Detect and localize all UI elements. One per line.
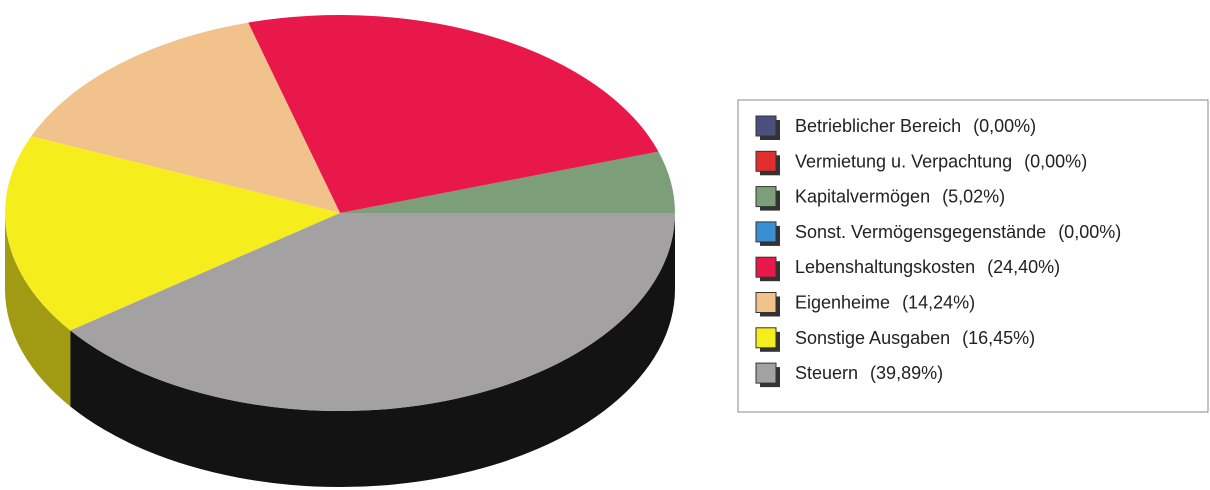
legend-entry: Kapitalvermögen (5,02%) <box>795 186 1005 206</box>
pie-slice <box>70 213 676 411</box>
legend-name: Betrieblicher Bereich <box>795 116 961 136</box>
legend-entry: Steuern (39,89%) <box>795 363 943 383</box>
legend-value: (0,00%) <box>1024 151 1087 171</box>
legend-value: (0,00%) <box>973 116 1036 136</box>
legend-name: Sonstige Ausgaben <box>795 328 950 348</box>
pie <box>5 14 676 488</box>
pie-slice <box>340 151 675 213</box>
legend-swatch <box>755 115 777 137</box>
legend-swatch <box>755 186 777 208</box>
pie-slice <box>248 14 659 214</box>
legend-value: (16,45%) <box>962 328 1035 348</box>
legend-name: Eigenheime <box>795 292 890 312</box>
legend-name: Sonst. Vermögensgegenstände <box>795 222 1046 242</box>
legend-value: (14,24%) <box>902 292 975 312</box>
legend-value: (24,40%) <box>987 257 1060 277</box>
pie-slice <box>5 136 341 331</box>
legend-value: (0,00%) <box>1058 222 1121 242</box>
legend-entry: Sonstige Ausgaben (16,45%) <box>795 328 1035 348</box>
legend-swatch <box>755 150 777 172</box>
legend: Betrieblicher Bereich (0,00%)Vermietung u… <box>755 115 1121 388</box>
legend-swatch <box>755 221 777 243</box>
pie-slice <box>31 22 340 214</box>
legend-swatch <box>755 327 777 349</box>
legend-entry: Vermietung u. Verpachtung (0,00%) <box>795 151 1087 171</box>
legend-entry: Betrieblicher Bereich (0,00%) <box>795 116 1036 136</box>
pie-side <box>70 213 676 488</box>
legend-name: Steuern <box>795 363 858 383</box>
legend-entry: Sonst. Vermögensgegenstände (0,00%) <box>795 222 1121 242</box>
legend-name: Lebenshaltungskosten <box>795 257 975 277</box>
legend-swatch <box>755 362 777 384</box>
legend-value: (39,89%) <box>870 363 943 383</box>
legend-swatch <box>755 292 777 313</box>
legend-name: Kapitalvermögen <box>795 186 930 206</box>
legend-swatch <box>755 256 777 278</box>
legend-entry: Lebenshaltungskosten (24,40%) <box>795 257 1060 277</box>
legend-entry: Eigenheime (14,24%) <box>795 292 975 312</box>
legend-value: (5,02%) <box>942 186 1005 206</box>
pie-side <box>5 213 71 407</box>
legend-name: Vermietung u. Verpachtung <box>795 151 1012 171</box>
legend-box <box>737 99 1209 413</box>
